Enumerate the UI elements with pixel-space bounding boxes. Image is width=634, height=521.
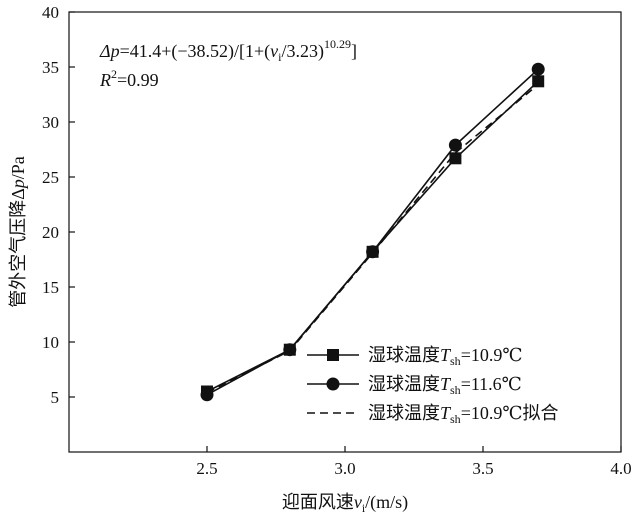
y-tick-label: 30 — [42, 113, 59, 132]
r-squared: R2=0.99 — [99, 67, 159, 90]
y-tick-label: 40 — [42, 3, 59, 22]
y-axis-ticks: 5 10 15 20 25 30 35 40 — [42, 3, 75, 407]
x-tick-label: 3.0 — [334, 459, 355, 478]
y-tick-label: 5 — [51, 388, 60, 407]
data-point-square — [449, 152, 462, 165]
legend-label-series-1: 湿球温度Tsh=10.9℃ — [368, 345, 522, 368]
legend: 湿球温度Tsh=10.9℃ 湿球温度Tsh=11.6℃ 湿球温度Tsh=10.9… — [307, 345, 558, 426]
y-tick-label: 35 — [42, 58, 59, 77]
legend-circle-marker — [326, 377, 340, 391]
legend-entry-series-3: 湿球温度Tsh=10.9℃拟合 — [307, 403, 558, 426]
legend-label-series-2: 湿球温度Tsh=11.6℃ — [368, 374, 522, 397]
y-axis-label: 管外空气压降Δp/Pa — [8, 156, 28, 308]
data-point-circle — [448, 138, 462, 152]
y-tick-label: 15 — [42, 278, 59, 297]
y-tick-label: 10 — [42, 333, 59, 352]
y-tick-label: 25 — [42, 168, 59, 187]
legend-entry-series-2: 湿球温度Tsh=11.6℃ — [307, 374, 522, 397]
data-point-circle — [531, 62, 545, 76]
x-tick-label: 4.0 — [610, 459, 631, 478]
y-tick-label: 20 — [42, 223, 59, 242]
legend-entry-series-1: 湿球温度Tsh=10.9℃ — [307, 345, 522, 368]
x-axis-label: 迎面风速vi/(m/s) — [282, 492, 408, 515]
legend-square-marker — [327, 349, 339, 361]
legend-label-series-3: 湿球温度Tsh=10.9℃拟合 — [368, 403, 558, 426]
data-point-square — [532, 75, 545, 88]
x-tick-label: 2.5 — [196, 459, 217, 478]
series-layer — [200, 62, 545, 402]
x-axis-ticks: 2.5 3.0 3.5 4.0 — [196, 446, 632, 478]
x-tick-label: 3.5 — [472, 459, 493, 478]
fit-equation: Δp=41.4+(−38.52)/[1+(vi/3.23)10.29] — [99, 37, 357, 64]
